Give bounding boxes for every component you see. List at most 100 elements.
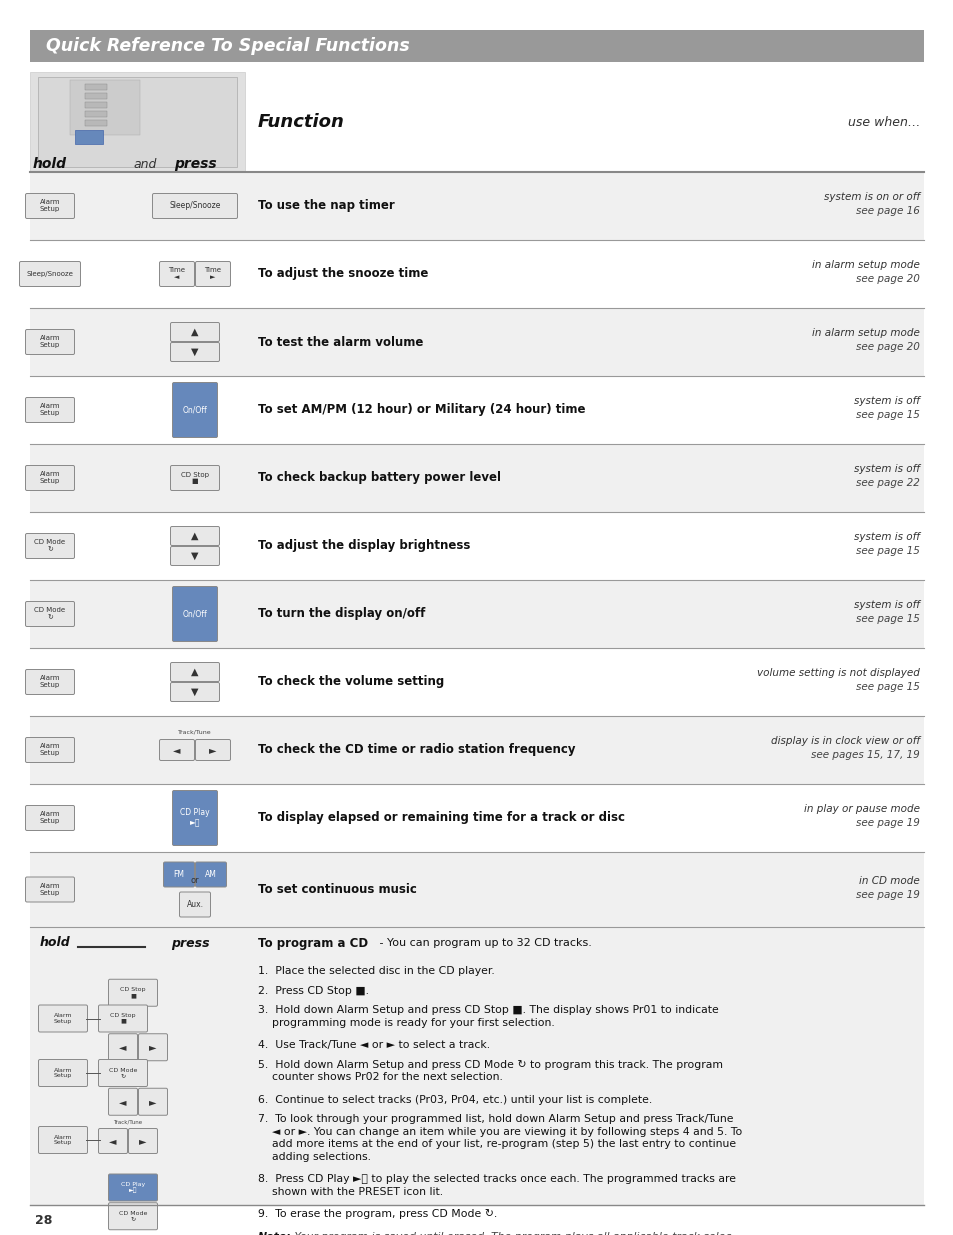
Text: Your program is saved until erased. The program plays all applicable track selec: Your program is saved until erased. The … xyxy=(291,1231,735,1235)
FancyBboxPatch shape xyxy=(98,1005,148,1032)
Text: see page 15: see page 15 xyxy=(855,614,919,624)
FancyBboxPatch shape xyxy=(30,308,923,375)
Text: Aux.: Aux. xyxy=(186,900,203,909)
Text: volume setting is not displayed: volume setting is not displayed xyxy=(757,668,919,678)
Text: 6.  Continue to select tracks (Pr03, Pr04, etc.) until your list is complete.: 6. Continue to select tracks (Pr03, Pr04… xyxy=(257,1094,652,1105)
FancyBboxPatch shape xyxy=(30,716,923,784)
Text: see page 15: see page 15 xyxy=(855,682,919,692)
Text: display is in clock view or off: display is in clock view or off xyxy=(770,736,919,746)
FancyBboxPatch shape xyxy=(19,262,80,287)
Text: ▲: ▲ xyxy=(191,531,198,541)
Text: system is on or off: system is on or off xyxy=(823,191,919,203)
FancyBboxPatch shape xyxy=(179,892,211,918)
FancyBboxPatch shape xyxy=(171,683,219,701)
Text: in play or pause mode: in play or pause mode xyxy=(803,804,919,814)
Text: ▼: ▼ xyxy=(191,551,198,561)
Text: Sleep/Snooze: Sleep/Snooze xyxy=(169,201,220,210)
Text: Track/Tune: Track/Tune xyxy=(178,730,212,735)
Text: Alarm
Setup: Alarm Setup xyxy=(40,336,60,348)
Text: 3.  Hold down Alarm Setup and press CD Stop ■. The display shows Pr01 to indicat: 3. Hold down Alarm Setup and press CD St… xyxy=(257,1005,718,1015)
Text: see page 19: see page 19 xyxy=(855,889,919,899)
Text: CD Mode
↻: CD Mode ↻ xyxy=(34,608,66,620)
Text: ▲: ▲ xyxy=(191,667,198,677)
FancyBboxPatch shape xyxy=(30,375,923,445)
FancyBboxPatch shape xyxy=(171,526,219,546)
FancyBboxPatch shape xyxy=(172,383,217,437)
Text: or: or xyxy=(191,876,199,885)
Text: To turn the display on/off: To turn the display on/off xyxy=(257,608,425,620)
Text: see page 19: see page 19 xyxy=(855,818,919,827)
FancyBboxPatch shape xyxy=(30,927,923,1205)
FancyBboxPatch shape xyxy=(195,262,231,287)
FancyBboxPatch shape xyxy=(109,979,157,1007)
Text: programming mode is ready for your first selection.: programming mode is ready for your first… xyxy=(257,1018,554,1028)
FancyBboxPatch shape xyxy=(172,790,217,846)
Text: 5.  Hold down Alarm Setup and press CD Mode ↻ to program this track. The program: 5. Hold down Alarm Setup and press CD Mo… xyxy=(257,1060,722,1070)
FancyBboxPatch shape xyxy=(138,1034,168,1061)
Text: To set AM/PM (12 hour) or Military (24 hour) time: To set AM/PM (12 hour) or Military (24 h… xyxy=(257,404,585,416)
Text: Alarm
Setup: Alarm Setup xyxy=(40,743,60,757)
FancyBboxPatch shape xyxy=(85,120,107,126)
FancyBboxPatch shape xyxy=(26,194,74,219)
Text: system is off: system is off xyxy=(853,532,919,542)
FancyBboxPatch shape xyxy=(26,534,74,558)
FancyBboxPatch shape xyxy=(26,805,74,830)
FancyBboxPatch shape xyxy=(109,1034,137,1061)
Text: To program a CD: To program a CD xyxy=(257,936,368,950)
Text: - You can program up to 32 CD tracks.: - You can program up to 32 CD tracks. xyxy=(375,939,591,948)
Text: ◄ or ►. You can change an item while you are viewing it by following steps 4 and: ◄ or ►. You can change an item while you… xyxy=(257,1126,741,1136)
Text: Alarm
Setup: Alarm Setup xyxy=(53,1067,72,1078)
FancyBboxPatch shape xyxy=(98,1129,128,1153)
FancyBboxPatch shape xyxy=(109,1088,137,1115)
Text: Alarm
Setup: Alarm Setup xyxy=(40,200,60,212)
Text: add more items at the end of your list, re-program (step 5) the last entry to co: add more items at the end of your list, … xyxy=(257,1139,736,1150)
Text: see page 20: see page 20 xyxy=(855,342,919,352)
FancyBboxPatch shape xyxy=(85,111,107,117)
Text: 9.  To erase the program, press CD Mode ↻.: 9. To erase the program, press CD Mode ↻… xyxy=(257,1209,497,1219)
Text: To check the volume setting: To check the volume setting xyxy=(257,676,444,688)
Text: in alarm setup mode: in alarm setup mode xyxy=(811,261,919,270)
Text: 7.  To look through your programmed list, hold down Alarm Setup and press Track/: 7. To look through your programmed list,… xyxy=(257,1114,733,1124)
Text: Time
►: Time ► xyxy=(204,268,221,280)
Text: 8.  Press CD Play ►⏸ to play the selected tracks once each. The programmed track: 8. Press CD Play ►⏸ to play the selected… xyxy=(257,1174,735,1184)
FancyBboxPatch shape xyxy=(30,172,923,240)
FancyBboxPatch shape xyxy=(195,740,231,761)
Text: To adjust the display brightness: To adjust the display brightness xyxy=(257,540,470,552)
FancyBboxPatch shape xyxy=(26,466,74,490)
FancyBboxPatch shape xyxy=(171,662,219,682)
Text: Quick Reference To Special Functions: Quick Reference To Special Functions xyxy=(46,37,410,56)
Text: Function: Function xyxy=(257,112,345,131)
Text: and: and xyxy=(133,158,156,170)
FancyBboxPatch shape xyxy=(152,194,237,219)
Text: ▼: ▼ xyxy=(191,347,198,357)
Text: press: press xyxy=(173,157,216,170)
Text: Alarm
Setup: Alarm Setup xyxy=(53,1135,72,1145)
Text: use when…: use when… xyxy=(846,116,919,128)
Text: CD Stop
■: CD Stop ■ xyxy=(120,987,146,998)
Text: Track/Tune: Track/Tune xyxy=(113,1119,142,1125)
Text: To check the CD time or radio station frequency: To check the CD time or radio station fr… xyxy=(257,743,575,757)
FancyBboxPatch shape xyxy=(171,466,219,490)
FancyBboxPatch shape xyxy=(30,784,923,852)
Text: On/Off: On/Off xyxy=(182,610,207,619)
Text: counter shows Pr02 for the next selection.: counter shows Pr02 for the next selectio… xyxy=(257,1072,502,1082)
Text: ►: ► xyxy=(139,1136,147,1146)
FancyBboxPatch shape xyxy=(30,580,923,648)
Text: On/Off: On/Off xyxy=(182,405,207,415)
FancyBboxPatch shape xyxy=(38,1060,88,1087)
Text: To adjust the snooze time: To adjust the snooze time xyxy=(257,268,428,280)
Text: press: press xyxy=(171,936,209,950)
Text: To test the alarm volume: To test the alarm volume xyxy=(257,336,423,348)
Text: Alarm
Setup: Alarm Setup xyxy=(40,883,60,897)
Text: ►: ► xyxy=(209,745,216,755)
Text: ►: ► xyxy=(149,1097,156,1107)
FancyBboxPatch shape xyxy=(171,547,219,566)
Text: ◄: ◄ xyxy=(119,1042,127,1052)
Text: see page 15: see page 15 xyxy=(855,546,919,556)
Text: ▼: ▼ xyxy=(191,687,198,697)
FancyBboxPatch shape xyxy=(26,330,74,354)
Text: CD Play
►⏸: CD Play ►⏸ xyxy=(180,808,210,827)
FancyBboxPatch shape xyxy=(85,84,107,90)
Text: ◄: ◄ xyxy=(119,1097,127,1107)
Text: To set continuous music: To set continuous music xyxy=(257,883,416,897)
